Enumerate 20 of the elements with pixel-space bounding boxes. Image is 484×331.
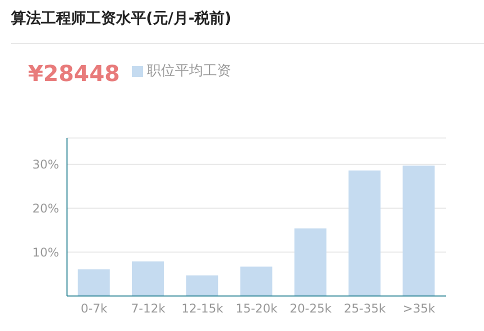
x-tick-label: 20-25k xyxy=(290,302,332,316)
x-tick-label: 12-15k xyxy=(181,302,224,316)
x-tick-label: >35k xyxy=(402,302,436,316)
y-tick-label: 20% xyxy=(32,201,59,216)
legend-label: 职位平均工资 xyxy=(147,63,231,79)
x-tick-label: 0-7k xyxy=(80,302,108,316)
bar xyxy=(294,228,326,296)
bar xyxy=(402,166,435,296)
text: ¥28448 xyxy=(28,62,120,87)
y-tick-label: 30% xyxy=(32,158,59,172)
bar xyxy=(186,275,218,296)
bar xyxy=(240,266,272,296)
bar xyxy=(348,170,381,296)
bar xyxy=(132,261,164,296)
y-tick-label: 10% xyxy=(32,245,59,260)
chart-title: 算法工程师工资水平(元/月-税前) xyxy=(11,9,232,28)
bar xyxy=(78,269,110,296)
x-tick-label: 7-12k xyxy=(131,302,166,316)
x-tick-label: 25-35k xyxy=(344,302,386,316)
x-tick-label: 15-20k xyxy=(236,302,278,316)
